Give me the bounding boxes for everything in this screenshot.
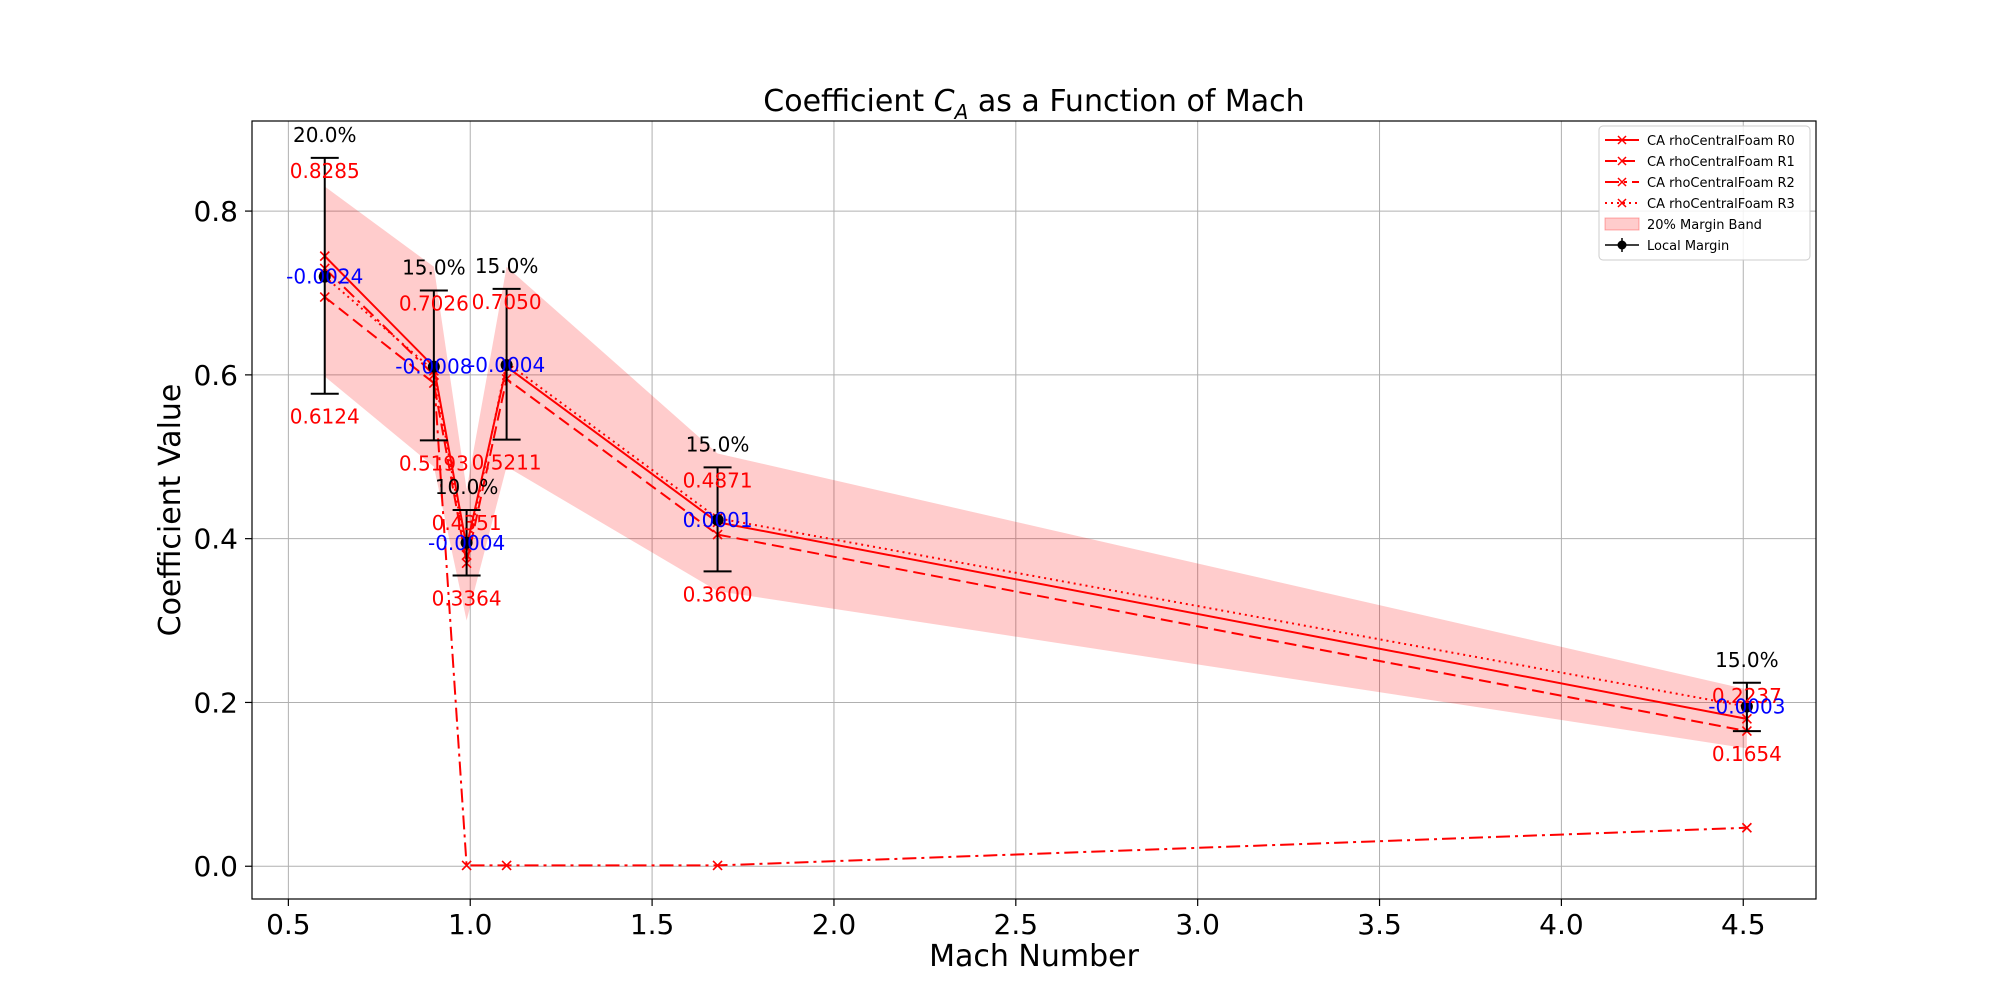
series-marker-r2 — [461, 860, 472, 871]
legend-label: 20% Margin Band — [1647, 218, 1762, 233]
x-axis-label: Mach Number — [929, 939, 1139, 974]
delta-value-label: 0.0001 — [683, 508, 753, 532]
x-tick-label: 4.0 — [1539, 908, 1584, 941]
legend-marker-r1 — [1617, 156, 1627, 166]
delta-value-label: -0.0004 — [428, 531, 505, 555]
legend-box — [1598, 125, 1811, 261]
series-marker-r2 — [712, 860, 723, 871]
upper-value-label: 0.8285 — [290, 159, 360, 183]
errorbar-point — [711, 513, 724, 526]
y-tick-label: 0.4 — [193, 523, 238, 556]
delta-value-label: -0.0003 — [1708, 695, 1785, 719]
lower-value-label: 0.5193 — [399, 451, 469, 475]
series-marker-r2 — [501, 860, 512, 871]
lower-value-label: 0.3364 — [432, 587, 502, 611]
series-line-r1 — [324, 296, 1748, 733]
errorbar-point — [427, 360, 440, 373]
chart-title-prefix: Coefficient — [763, 84, 933, 119]
chart-title-subscript: A — [953, 100, 969, 124]
data-labels: 20.0%0.8285-0.00240.612415.0%0.7026-0.00… — [286, 123, 1785, 766]
legend: CA rhoCentralFoam R0 CA rhoCentralFoam R1… — [1598, 125, 1811, 261]
x-tick-label: 1.5 — [630, 908, 675, 941]
x-tick-label: 3.0 — [1175, 908, 1220, 941]
x-tick-label: 2.5 — [994, 908, 1039, 941]
x-tick-label: 4.5 — [1721, 908, 1766, 941]
grid-lines — [252, 121, 1816, 899]
legend-label: CA rhoCentralFoam R1 — [1647, 155, 1795, 170]
upper-value-label: 0.4351 — [432, 511, 502, 535]
chart-title: Coefficient CA as a Function of Mach — [763, 84, 1304, 124]
local-margin-errorbars — [310, 156, 1761, 733]
chart-title-symbol: C — [934, 84, 955, 119]
series-line-r3 — [324, 275, 1748, 708]
lower-value-label: 0.3600 — [683, 582, 753, 606]
delta-value-label: -0.0024 — [286, 265, 363, 289]
legend-marker-r2 — [1617, 177, 1627, 187]
margin-percent-label: 15.0% — [475, 254, 539, 278]
delta-value-label: -0.0008 — [395, 355, 472, 379]
upper-value-label: 0.7026 — [399, 292, 469, 316]
y-tick-label: 0.2 — [193, 686, 238, 719]
delta-value-label: -0.0004 — [468, 353, 545, 377]
legend-swatch-errorbar-point — [1617, 240, 1627, 250]
y-ticks: 0.0 0.2 0.4 0.6 0.8 — [193, 195, 252, 883]
errorbar-point — [460, 536, 473, 549]
series-marker-r2 — [1741, 822, 1752, 833]
margin-percent-label: 15.0% — [686, 432, 750, 456]
lower-value-label: 0.1654 — [1712, 742, 1782, 766]
legend-swatch-band — [1604, 217, 1640, 231]
lower-value-label: 0.5211 — [472, 451, 542, 475]
margin-percent-label: 20.0% — [293, 123, 357, 147]
margin-percent-label: 10.0% — [435, 475, 499, 499]
plot-frame — [251, 120, 1817, 900]
upper-value-label: 0.7050 — [472, 290, 542, 314]
errorbar-point — [1740, 700, 1753, 713]
y-tick-label: 0.6 — [193, 359, 238, 392]
errorbar-point — [500, 359, 513, 372]
x-tick-label: 0.5 — [266, 908, 311, 941]
x-tick-label: 1.0 — [448, 908, 493, 941]
legend-label: CA rhoCentralFoam R3 — [1647, 197, 1795, 212]
upper-value-label: 0.4871 — [683, 468, 753, 492]
legend-marker-r0 — [1617, 135, 1627, 145]
chart-title-suffix: as a Function of Mach — [968, 84, 1304, 119]
legend-label: CA rhoCentralFoam R0 — [1647, 134, 1795, 149]
margin-percent-label: 15.0% — [402, 256, 466, 280]
legend-marker-r3 — [1617, 198, 1627, 208]
legend-label: Local Margin — [1647, 239, 1729, 254]
upper-value-label: 0.2237 — [1712, 684, 1782, 708]
errorbar-point — [318, 270, 331, 283]
x-tick-label: 2.0 — [812, 908, 857, 941]
y-axis-label: Coefficient Value — [153, 384, 188, 637]
y-tick-label: 0.8 — [193, 195, 238, 228]
margin-percent-label: 15.0% — [1715, 648, 1779, 672]
x-tick-label: 3.5 — [1357, 908, 1402, 941]
lower-value-label: 0.6124 — [290, 405, 360, 429]
y-tick-label: 0.0 — [193, 850, 238, 883]
series-line-r0 — [324, 255, 1748, 720]
series-line-r2 — [324, 267, 1747, 867]
x-ticks: 0.5 1.0 1.5 2.0 2.5 3.0 3.5 4.0 4.5 — [266, 899, 1766, 941]
legend-label: CA rhoCentralFoam R2 — [1647, 176, 1795, 191]
